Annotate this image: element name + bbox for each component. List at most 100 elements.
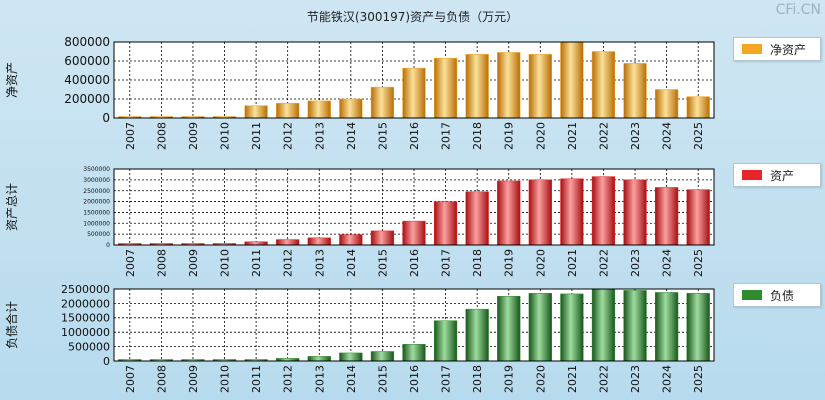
- panel-2: 0 500000 1000000 1500000 2000000 2500000 30000…: [5, 166, 715, 277]
- bar-负债-2020: [528, 293, 552, 362]
- x-tick-label: 2015: [376, 365, 389, 393]
- x-tick-label: 2007: [124, 365, 137, 393]
- x-tick-label: 2013: [313, 249, 326, 277]
- bar-净资产-2013: [307, 100, 331, 119]
- bar-资产-2017: [433, 201, 458, 246]
- y-tick-label: 3500000: [83, 166, 110, 173]
- bar-资产-2021: [560, 178, 584, 246]
- bar-净资产-2025: [686, 96, 710, 119]
- bar-负债-2019: [497, 295, 521, 362]
- bar-负债-2014: [339, 352, 363, 362]
- x-tick-label: 2025: [692, 249, 705, 277]
- x-tick-label: 2013: [313, 122, 326, 150]
- bar-资产-2015: [370, 230, 395, 246]
- x-tick-label: 2022: [597, 249, 610, 277]
- bar-资产-2018: [465, 191, 489, 246]
- bar-资产-2014: [339, 234, 363, 246]
- bar-净资产-2024: [655, 89, 679, 119]
- panel-1: 0 200000 400000 600000 800000 2007 2008 2009 201…: [5, 35, 715, 150]
- y-tick-label: 0: [106, 242, 110, 249]
- x-tick-label: 2017: [440, 122, 453, 150]
- x-tick-label: 2024: [661, 122, 674, 150]
- y-tick-label: 0: [102, 111, 110, 125]
- bar-资产-2012: [276, 239, 300, 246]
- bar-资产-2023: [623, 179, 647, 246]
- x-tick-label: 2023: [629, 249, 642, 277]
- x-tick-label: 2022: [597, 365, 610, 393]
- bar-负债-2024: [655, 292, 679, 362]
- x-tick-label: 2019: [503, 122, 516, 150]
- x-tick-label: 2007: [124, 249, 137, 277]
- x-tick-label: 2014: [345, 249, 358, 277]
- x-tick-label: 2025: [692, 122, 705, 150]
- bar-负债-2023: [623, 290, 647, 362]
- x-tick-label: 2024: [661, 365, 674, 393]
- x-tick-label: 2015: [376, 249, 389, 277]
- bar-资产-2016: [402, 220, 426, 246]
- x-tick-label: 2010: [219, 122, 232, 150]
- x-tick-label: 2020: [534, 365, 547, 393]
- bar-资产-2022: [591, 176, 616, 246]
- bar-负债-2021: [560, 293, 584, 362]
- y-tick-label: 500000: [68, 340, 110, 353]
- x-tick-label: 2024: [661, 249, 674, 277]
- bar-净资产-2020: [528, 54, 552, 119]
- bar-资产-2025: [686, 189, 710, 246]
- y-tick-label: 3000000: [83, 177, 110, 184]
- y-tick-label: 2000000: [61, 297, 110, 310]
- bar-净资产-2015: [370, 86, 395, 119]
- bar-净资产-2017: [433, 57, 458, 119]
- y-tick-label: 200000: [64, 92, 110, 106]
- x-tick-label: 2020: [534, 122, 547, 150]
- bar-净资产-2012: [276, 103, 300, 119]
- x-tick-label: 2009: [187, 365, 200, 393]
- y-tick-label: 0: [103, 355, 110, 368]
- y-tick-label: 2000000: [83, 199, 110, 206]
- x-tick-label: 2016: [408, 249, 421, 277]
- x-tick-label: 2012: [282, 365, 295, 393]
- legend-swatch-assets: [742, 170, 762, 180]
- bar-净资产-2019: [497, 52, 521, 119]
- y-tick-label: 2500000: [83, 188, 110, 195]
- legend-label-net-assets: 净资产: [770, 42, 807, 57]
- x-tick-label: 2012: [282, 122, 295, 150]
- y-tick-label: 2500000: [61, 283, 110, 296]
- x-tick-label: 2020: [534, 249, 547, 277]
- x-tick-label: 2011: [250, 249, 263, 277]
- x-tick-label: 2014: [345, 122, 358, 150]
- y-tick-label: 800000: [64, 35, 110, 49]
- legend-swatch-liabilities: [742, 290, 762, 300]
- plot-border: [113, 41, 715, 119]
- x-tick-label: 2008: [155, 249, 168, 277]
- bar-资产-2020: [528, 179, 552, 246]
- chart-title: 节能铁汉(300197)资产与负债（万元）: [306, 10, 519, 24]
- x-tick-label: 2019: [503, 365, 516, 393]
- x-tick-label: 2018: [471, 365, 484, 393]
- x-tick-label: 2007: [124, 122, 137, 150]
- bar-净资产-2021: [560, 41, 584, 119]
- bar-净资产-2023: [623, 63, 647, 119]
- bar-负债-2018: [465, 308, 489, 362]
- x-tick-label: 2023: [629, 365, 642, 393]
- x-tick-label: 2008: [155, 122, 168, 150]
- bar-净资产-2014: [339, 98, 363, 119]
- bar-资产-2013: [307, 237, 331, 246]
- x-tick-label: 2023: [629, 122, 642, 150]
- legend-label-assets: 资产: [770, 168, 795, 183]
- y-tick-label: 1500000: [83, 210, 110, 217]
- x-tick-label: 2016: [408, 122, 421, 150]
- bar-负债-2022: [591, 288, 616, 362]
- y-tick-label: 1500000: [61, 312, 110, 325]
- x-tick-label: 2011: [250, 365, 263, 393]
- x-tick-label: 2018: [471, 122, 484, 150]
- bar-净资产-2011: [244, 105, 268, 119]
- y-axis-label: 资产总计: [5, 183, 19, 231]
- x-tick-label: 2021: [566, 365, 579, 393]
- plot-border: [113, 168, 715, 246]
- x-tick-label: 2008: [155, 365, 168, 393]
- bar-负债-2016: [402, 344, 426, 362]
- y-axis-label: 净资产: [5, 62, 19, 98]
- y-tick-label: 1000000: [83, 220, 110, 227]
